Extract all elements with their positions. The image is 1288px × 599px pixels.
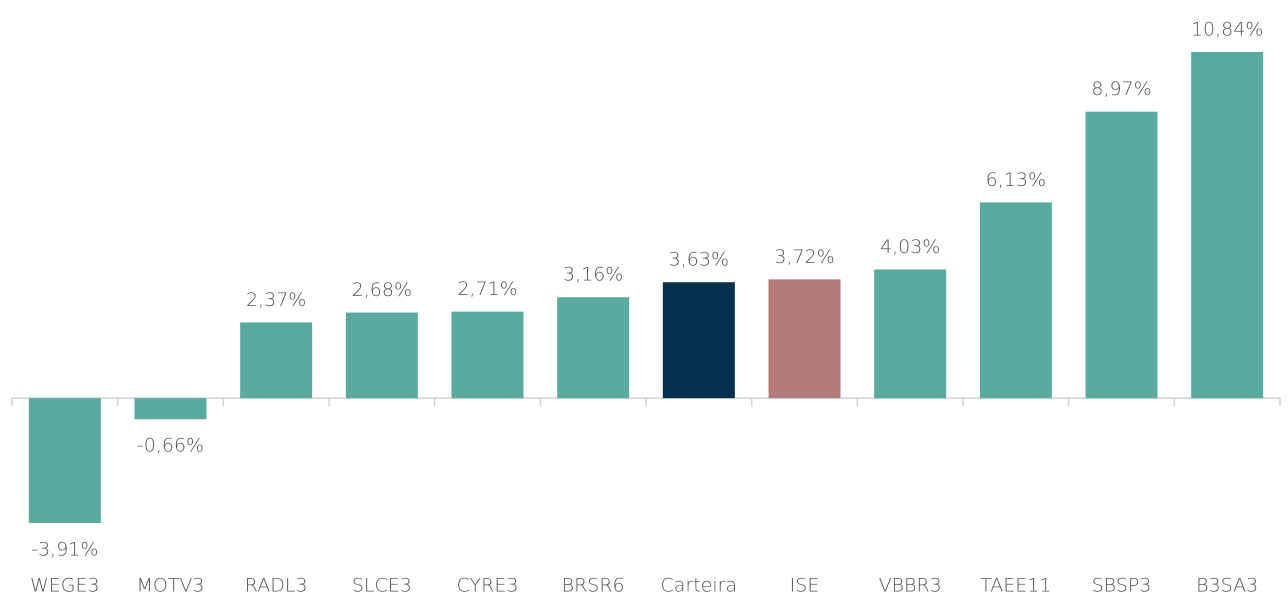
bar (1191, 52, 1264, 399)
value-label: 3,72% (774, 246, 834, 268)
value-label: 3,16% (563, 264, 623, 286)
value-label: 4,03% (880, 236, 940, 258)
bar (134, 398, 207, 420)
x-tick-label: ISE (790, 575, 820, 597)
value-label: 3,63% (669, 249, 729, 271)
bar (768, 279, 841, 399)
x-tick-label: Carteira (661, 575, 738, 597)
x-tick-label: VBBR3 (879, 575, 942, 597)
value-label: 10,84% (1191, 19, 1263, 41)
bar (979, 202, 1052, 399)
x-tick-label: SBSP3 (1092, 575, 1152, 597)
value-label: -3,91% (31, 539, 98, 561)
x-tick-label: CYRE3 (457, 575, 519, 597)
value-label: -0,66% (137, 435, 204, 457)
bar (1085, 111, 1158, 399)
bar (662, 282, 735, 399)
bar (874, 269, 947, 399)
bar (240, 322, 313, 399)
x-tick-label: SLCE3 (352, 575, 412, 597)
value-label: 2,71% (457, 278, 517, 300)
bar (451, 311, 524, 399)
x-tick-label: RADL3 (245, 575, 308, 597)
x-tick-label: MOTV3 (136, 575, 204, 597)
x-tick-label: B3SA3 (1196, 575, 1258, 597)
value-label: 2,68% (352, 279, 412, 301)
x-tick-label: BRSR6 (562, 575, 625, 597)
x-tick-label: WEGE3 (30, 575, 100, 597)
x-tick-label: TAEE11 (980, 575, 1051, 597)
value-label: 6,13% (986, 169, 1046, 191)
bar (557, 297, 630, 399)
bar (28, 398, 101, 523)
bar (345, 312, 418, 399)
value-label: 2,37% (246, 289, 306, 311)
value-label: 8,97% (1091, 78, 1151, 100)
